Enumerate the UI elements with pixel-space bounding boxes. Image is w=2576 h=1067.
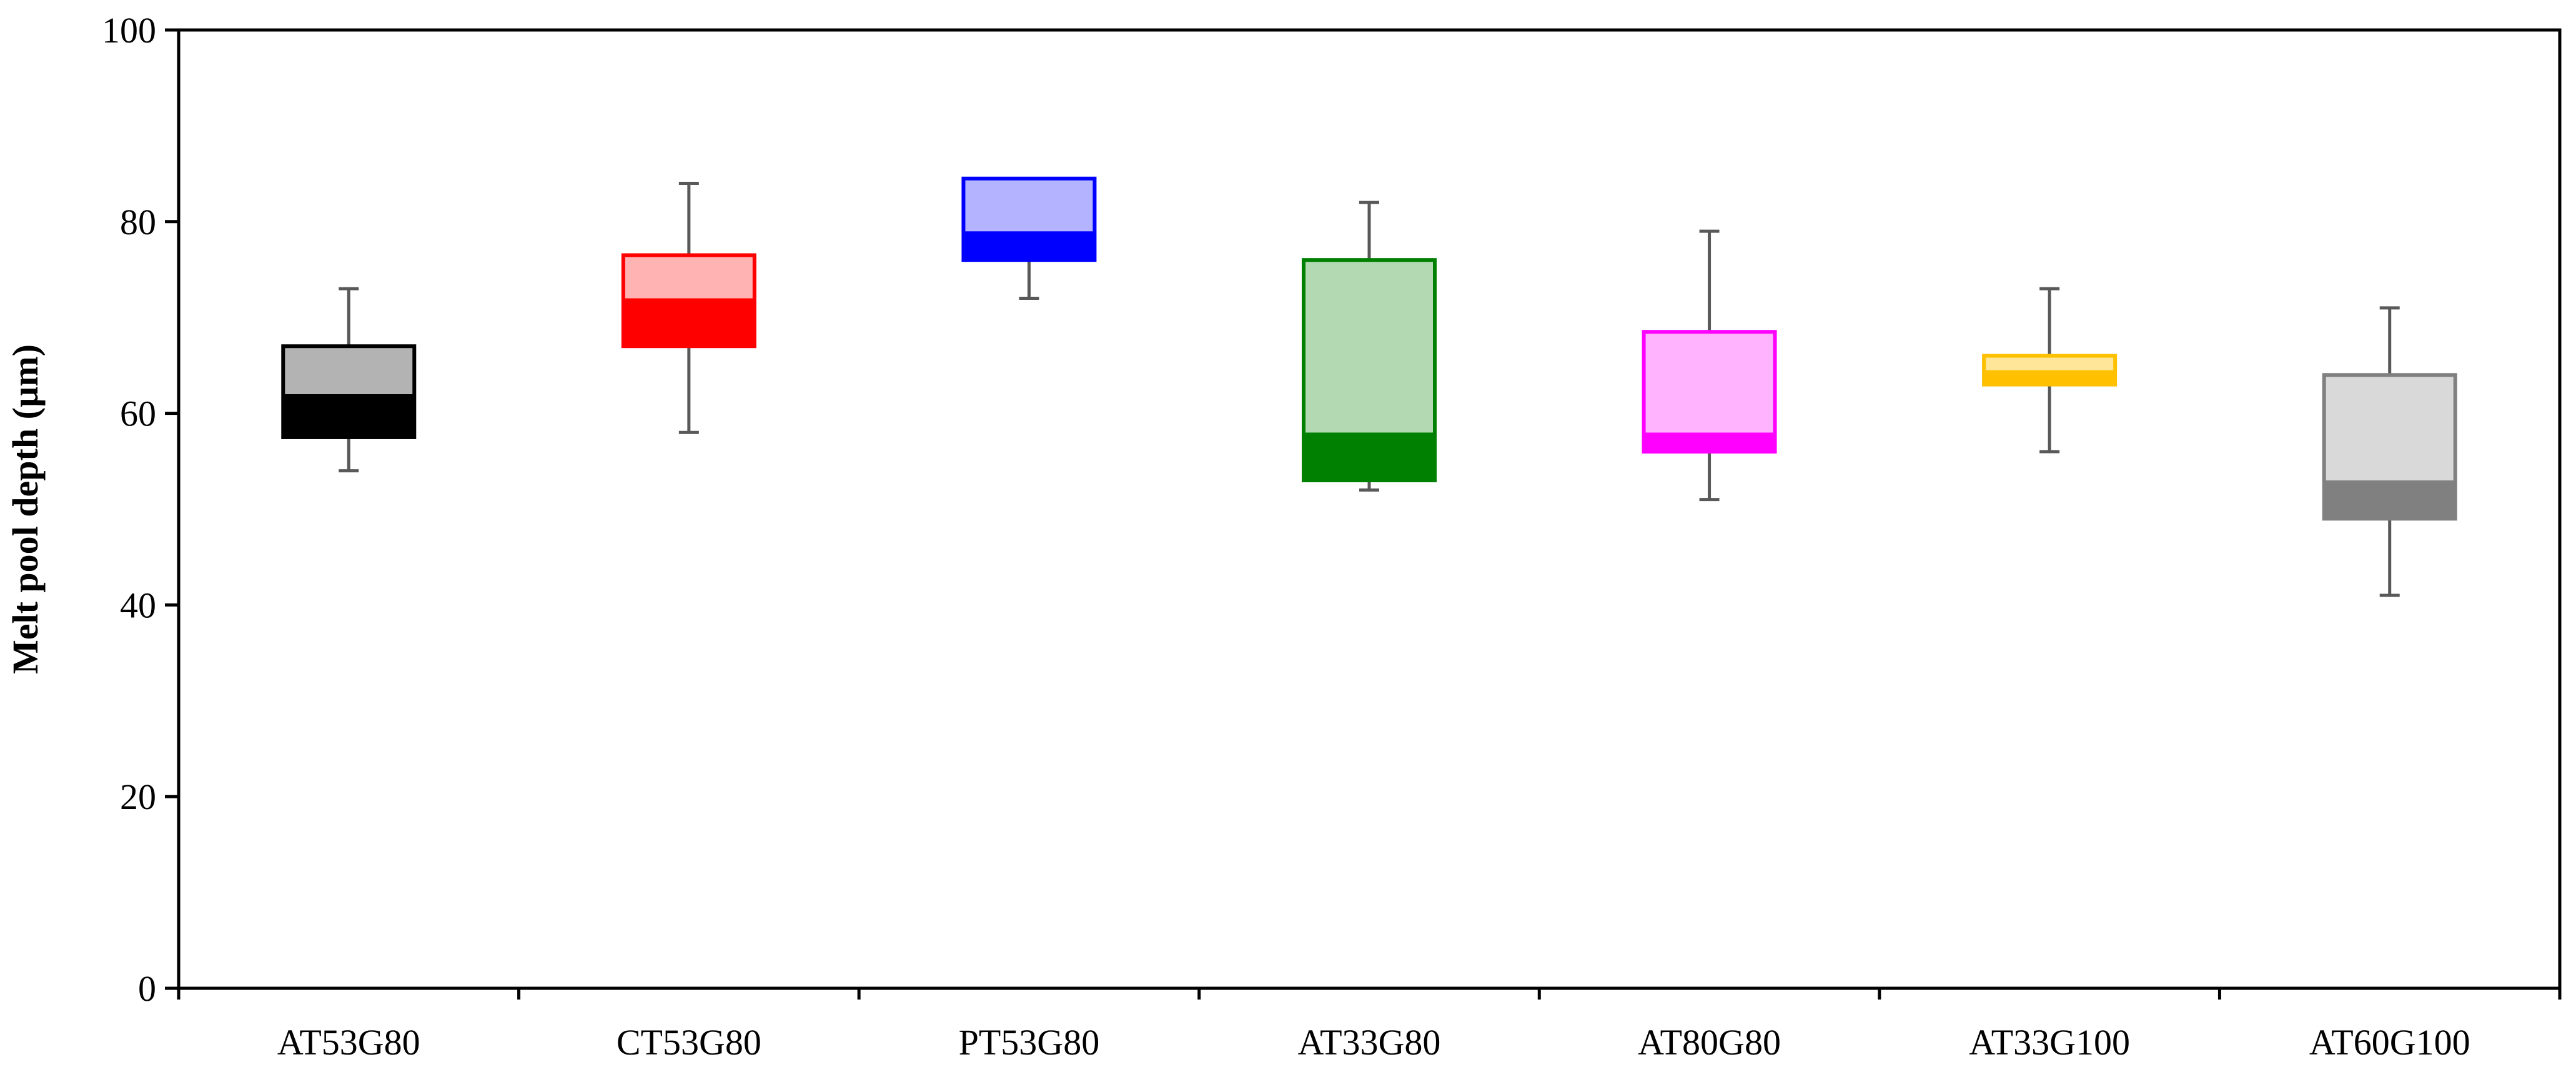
box-upper-segment (963, 178, 1095, 232)
y-tick-label: 0 (138, 968, 156, 1009)
y-tick-label: 60 (120, 394, 156, 434)
box-outline (281, 344, 417, 439)
box-outline (1642, 330, 1777, 454)
box-lower-segment (1304, 432, 1435, 480)
y-tick-label: 80 (120, 202, 156, 242)
plot-area (177, 28, 2562, 990)
x-category-label: CT53G80 (617, 1022, 761, 1063)
box-at60g100 (2322, 306, 2457, 597)
box-outline (961, 176, 1097, 262)
x-category-label: AT33G80 (1298, 1022, 1441, 1063)
x-category-label: AT33G100 (1969, 1022, 2130, 1063)
box-lower-segment (963, 231, 1095, 261)
box-lower-segment (1643, 432, 1775, 452)
boxes-layer (281, 176, 2457, 597)
x-category-label: AT53G80 (277, 1022, 420, 1063)
box-lower-segment (623, 298, 755, 347)
box-lower-segment (283, 394, 415, 437)
box-outline (1302, 258, 1437, 482)
box-at33g80 (1302, 201, 1437, 492)
box-at53g80 (281, 287, 417, 473)
box-ct53g80 (621, 181, 756, 434)
box-outline (1982, 354, 2118, 387)
y-tick-label: 20 (120, 777, 156, 817)
box-upper-segment (283, 346, 415, 394)
y-tick-label: 100 (102, 10, 156, 51)
box-upper-segment (1984, 355, 2116, 370)
box-upper-segment (2324, 375, 2455, 480)
box-lower-segment (2324, 480, 2455, 519)
x-axis: AT53G80 CT53G80 PT53G80 AT33G80 AT80G80 AT33G… (177, 988, 2562, 1063)
box-upper-segment (1643, 332, 1775, 433)
box-pt53g80 (961, 176, 1097, 300)
box-at33g100 (1982, 287, 2118, 454)
box-lower-segment (1984, 370, 2116, 385)
x-category-label: PT53G80 (959, 1022, 1100, 1063)
y-axis: 0 20 40 60 80 100 (102, 10, 179, 1009)
box-upper-segment (1304, 260, 1435, 433)
box-upper-segment (623, 255, 755, 299)
box-outline (621, 253, 756, 349)
y-tick-label: 40 (120, 585, 156, 625)
x-category-label: AT60G100 (2309, 1022, 2470, 1063)
box-outline (2322, 373, 2457, 521)
box-at80g80 (1642, 229, 1777, 502)
y-axis-title: Melt pool depth (µm) (5, 344, 46, 674)
x-category-label: AT80G80 (1638, 1022, 1781, 1063)
